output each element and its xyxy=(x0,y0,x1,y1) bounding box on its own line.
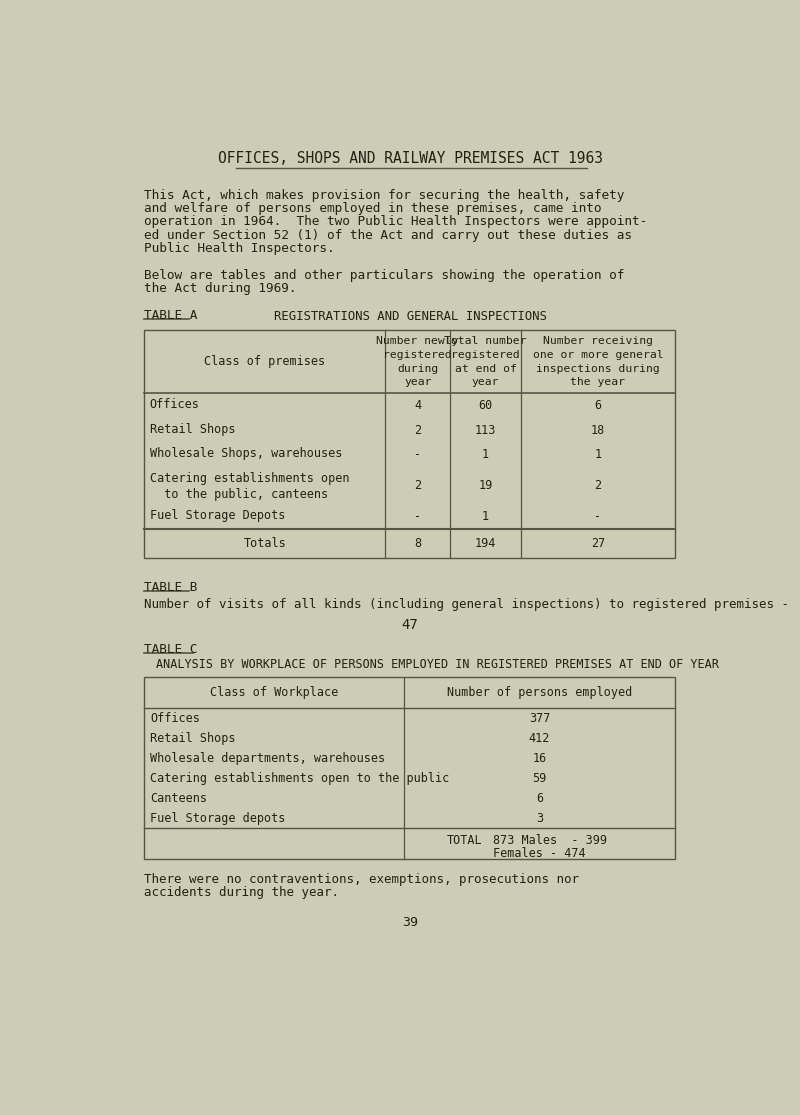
Text: Offices: Offices xyxy=(150,711,200,725)
Text: Number of persons employed: Number of persons employed xyxy=(446,687,632,699)
Text: REGISTRATIONS AND GENERAL INSPECTIONS: REGISTRATIONS AND GENERAL INSPECTIONS xyxy=(274,310,546,323)
Text: and welfare of persons employed in these premises, came into: and welfare of persons employed in these… xyxy=(144,202,602,215)
Text: Number of visits of all kinds (including general inspections) to registered prem: Number of visits of all kinds (including… xyxy=(144,598,789,611)
Text: Below are tables and other particulars showing the operation of: Below are tables and other particulars s… xyxy=(144,269,625,282)
Text: 60: 60 xyxy=(478,399,493,413)
Text: 27: 27 xyxy=(591,537,605,550)
Text: 1: 1 xyxy=(594,448,602,462)
Bar xyxy=(144,678,675,860)
Text: 2: 2 xyxy=(594,479,602,492)
Text: 113: 113 xyxy=(475,424,496,437)
Text: -: - xyxy=(414,448,422,462)
Text: TOTAL: TOTAL xyxy=(446,834,482,847)
Text: TABLE C: TABLE C xyxy=(144,642,198,656)
Text: 16: 16 xyxy=(532,752,546,765)
Text: Fuel Storage Depots: Fuel Storage Depots xyxy=(150,508,285,522)
Text: ANALYSIS BY WORKPLACE OF PERSONS EMPLOYED IN REGISTERED PREMISES AT END OF YEAR: ANALYSIS BY WORKPLACE OF PERSONS EMPLOYE… xyxy=(156,658,718,671)
Text: the Act during 1969.: the Act during 1969. xyxy=(144,282,297,294)
Text: 39: 39 xyxy=(402,917,418,929)
Text: -: - xyxy=(594,510,602,523)
Text: Fuel Storage depots: Fuel Storage depots xyxy=(150,812,286,825)
Text: Number newly
registered
during
year: Number newly registered during year xyxy=(377,337,459,387)
Text: -: - xyxy=(414,510,422,523)
Text: Retail Shops: Retail Shops xyxy=(150,731,236,745)
Text: 19: 19 xyxy=(478,479,493,492)
Text: 873 Males  - 399: 873 Males - 399 xyxy=(493,834,607,847)
Text: This Act, which makes provision for securing the health, safety: This Act, which makes provision for secu… xyxy=(144,190,625,202)
Text: ed under Section 52 (1) of the Act and carry out these duties as: ed under Section 52 (1) of the Act and c… xyxy=(144,229,632,242)
Text: Retail Shops: Retail Shops xyxy=(150,423,235,436)
Text: 8: 8 xyxy=(414,537,422,550)
Text: 59: 59 xyxy=(532,772,546,785)
Text: TABLE B: TABLE B xyxy=(144,581,198,594)
Text: Wholesale departments, warehouses: Wholesale departments, warehouses xyxy=(150,752,386,765)
Text: 6: 6 xyxy=(536,792,543,805)
Text: accidents during the year.: accidents during the year. xyxy=(144,886,339,899)
Text: Females - 474: Females - 474 xyxy=(493,846,586,860)
Text: operation in 1964.  The two Public Health Inspectors were appoint-: operation in 1964. The two Public Health… xyxy=(144,215,647,229)
Text: Wholesale Shops, warehouses: Wholesale Shops, warehouses xyxy=(150,447,342,460)
Text: Canteens: Canteens xyxy=(150,792,207,805)
Text: Class of Workplace: Class of Workplace xyxy=(210,687,338,699)
Text: Offices: Offices xyxy=(150,398,199,411)
Text: Public Health Inspectors.: Public Health Inspectors. xyxy=(144,242,335,254)
Text: TABLE A: TABLE A xyxy=(144,309,198,321)
Bar xyxy=(144,330,675,559)
Text: 18: 18 xyxy=(591,424,605,437)
Text: 194: 194 xyxy=(475,537,496,550)
Text: Number receiving
one or more general
inspections during
the year: Number receiving one or more general ins… xyxy=(533,337,663,387)
Text: 377: 377 xyxy=(529,711,550,725)
Text: 1: 1 xyxy=(482,510,489,523)
Text: Class of premises: Class of premises xyxy=(204,356,326,368)
Text: Catering establishments open to the public: Catering establishments open to the publ… xyxy=(150,772,450,785)
Text: 4: 4 xyxy=(414,399,422,413)
Text: Total number
registered
at end of
year: Total number registered at end of year xyxy=(444,337,527,387)
Text: 6: 6 xyxy=(594,399,602,413)
Text: Catering establishments open
  to the public, canteens: Catering establishments open to the publ… xyxy=(150,472,349,502)
Text: 2: 2 xyxy=(414,479,422,492)
Text: OFFICES, SHOPS AND RAILWAY PREMISES ACT 1963: OFFICES, SHOPS AND RAILWAY PREMISES ACT … xyxy=(218,152,602,166)
Text: 2: 2 xyxy=(414,424,422,437)
Text: There were no contraventions, exemptions, prosecutions nor: There were no contraventions, exemptions… xyxy=(144,873,579,886)
Text: 3: 3 xyxy=(536,812,543,825)
Text: 47: 47 xyxy=(402,618,418,632)
Text: 1: 1 xyxy=(482,448,489,462)
Text: 412: 412 xyxy=(529,731,550,745)
Text: Totals: Totals xyxy=(243,537,286,550)
